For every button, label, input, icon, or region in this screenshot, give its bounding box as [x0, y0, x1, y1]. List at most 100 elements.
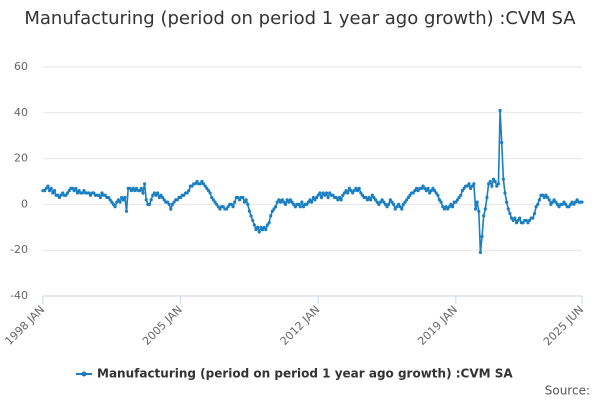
point [187, 189, 191, 193]
point [67, 189, 71, 193]
point [277, 198, 281, 202]
point [156, 191, 160, 195]
point [213, 200, 217, 204]
point [300, 200, 304, 204]
point [570, 200, 574, 204]
point [157, 195, 161, 200]
point [287, 200, 291, 204]
point [221, 205, 225, 209]
point [72, 189, 76, 193]
point [534, 205, 538, 209]
point [395, 205, 399, 209]
point [369, 198, 373, 202]
point [357, 186, 361, 190]
point [200, 179, 204, 184]
point [108, 198, 112, 202]
point [473, 207, 478, 211]
point [377, 202, 381, 206]
point [465, 184, 469, 188]
point [51, 191, 55, 195]
point [575, 198, 579, 202]
point [455, 198, 460, 202]
point [203, 184, 207, 188]
point [160, 195, 165, 200]
point [236, 195, 240, 200]
point [347, 186, 351, 190]
point [64, 193, 68, 197]
point [77, 189, 81, 193]
point [110, 200, 114, 204]
point [229, 202, 234, 206]
point [134, 186, 138, 190]
point [524, 218, 528, 223]
point [431, 186, 435, 190]
point [46, 184, 50, 188]
point [449, 202, 453, 206]
y-tick-label: 20 [14, 152, 28, 165]
point [249, 214, 253, 218]
point [133, 189, 137, 193]
chart-title: Manufacturing (period on period 1 year a… [24, 8, 576, 29]
point [70, 186, 75, 190]
point [251, 218, 255, 223]
point [293, 205, 297, 209]
point [364, 195, 368, 200]
point [580, 200, 584, 204]
point [256, 225, 260, 229]
point [124, 209, 129, 213]
point [254, 227, 258, 232]
point [477, 209, 481, 213]
point [296, 202, 301, 206]
point [359, 191, 363, 195]
point [506, 207, 510, 211]
point [216, 205, 220, 209]
point [334, 195, 338, 200]
series-line [43, 110, 582, 253]
point [444, 205, 448, 209]
point [483, 207, 487, 211]
point [80, 191, 84, 195]
point [195, 179, 199, 184]
point [319, 195, 324, 200]
point [211, 198, 215, 202]
point [215, 202, 219, 206]
point [457, 195, 461, 200]
point [488, 179, 492, 184]
point [116, 198, 120, 202]
point [92, 191, 96, 195]
point [393, 207, 397, 211]
point [323, 193, 327, 197]
point [270, 209, 274, 213]
point [237, 198, 242, 202]
point [421, 184, 425, 188]
point [47, 189, 52, 193]
point [419, 186, 424, 190]
point [441, 205, 445, 209]
point [144, 198, 148, 202]
point [370, 193, 374, 197]
point [385, 205, 389, 209]
point [406, 195, 410, 200]
point [331, 193, 335, 197]
point [462, 186, 466, 190]
point [337, 195, 342, 200]
point [262, 225, 266, 229]
point [167, 202, 171, 206]
point [308, 198, 312, 202]
point [318, 191, 322, 195]
point [106, 195, 111, 200]
legend-marker [81, 371, 87, 377]
point [513, 216, 517, 220]
point [460, 189, 465, 193]
point [152, 191, 157, 195]
point [97, 193, 101, 197]
point [288, 198, 292, 202]
point [169, 207, 173, 211]
point [87, 191, 91, 195]
point [550, 200, 555, 204]
point [56, 193, 60, 197]
point [405, 198, 409, 202]
point [372, 195, 376, 200]
point [65, 191, 70, 195]
point [113, 205, 117, 209]
